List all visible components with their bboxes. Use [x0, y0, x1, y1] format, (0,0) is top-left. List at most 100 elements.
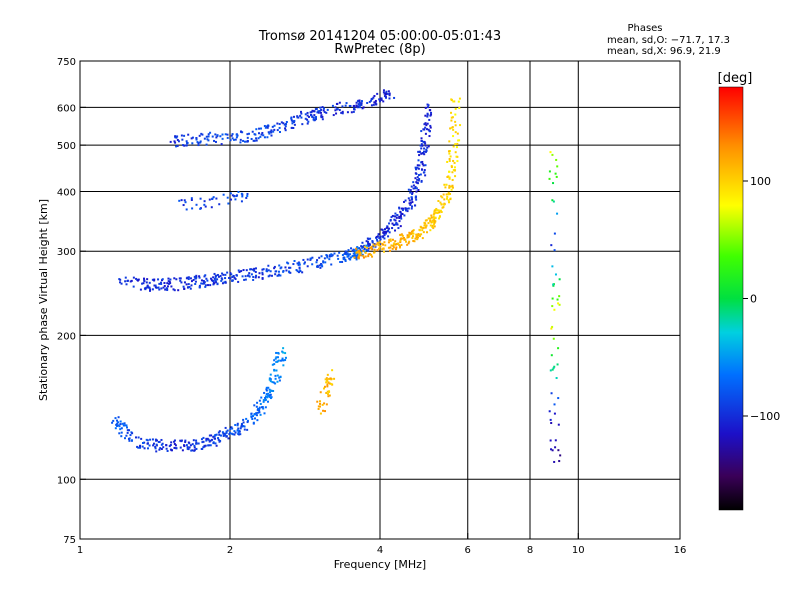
data-point [409, 191, 412, 194]
data-point [408, 202, 411, 205]
data-point [450, 119, 453, 122]
data-point [260, 396, 263, 399]
data-point [193, 449, 196, 452]
data-point [422, 140, 425, 143]
data-point [217, 275, 220, 278]
data-point [557, 347, 560, 350]
data-point [391, 227, 394, 230]
data-point [167, 282, 170, 285]
data-point [231, 137, 234, 140]
data-point [270, 131, 273, 134]
data-point [420, 233, 423, 236]
data-point [331, 104, 334, 107]
data-point [341, 260, 344, 263]
data-point [131, 432, 134, 435]
data-point [420, 161, 423, 164]
data-point [424, 132, 427, 135]
data-point [451, 186, 454, 189]
data-point [299, 110, 302, 113]
data-point [384, 228, 387, 231]
data-point [257, 407, 260, 410]
data-point [276, 122, 279, 125]
data-point [440, 211, 443, 214]
data-point [219, 274, 222, 277]
data-point [306, 118, 309, 121]
data-point [330, 255, 333, 258]
data-point [263, 412, 266, 415]
data-point [146, 442, 149, 445]
data-point [407, 242, 410, 245]
data-point [275, 369, 278, 372]
data-point [373, 248, 376, 251]
data-point [191, 142, 194, 145]
data-point [240, 270, 243, 273]
data-point [241, 275, 244, 278]
data-point [285, 269, 288, 272]
data-point [293, 259, 296, 262]
data-point [200, 132, 203, 135]
data-point [278, 131, 281, 134]
data-point [289, 271, 292, 274]
data-point [335, 112, 338, 115]
data-point [355, 258, 358, 261]
data-point [222, 193, 225, 196]
data-point [551, 297, 554, 300]
data-point [277, 356, 280, 359]
data-point [163, 284, 166, 287]
data-point [397, 242, 400, 245]
data-point [323, 257, 326, 260]
data-point [427, 217, 430, 220]
data-point [146, 284, 149, 287]
data-point [229, 139, 232, 142]
data-point [428, 135, 431, 138]
data-point [420, 137, 423, 140]
data-point [405, 240, 408, 243]
data-point [411, 205, 414, 208]
data-point [553, 232, 556, 235]
data-point [143, 280, 146, 283]
data-point [387, 246, 390, 249]
data-point [207, 135, 210, 138]
data-point [315, 261, 318, 264]
data-point [453, 169, 456, 172]
data-point [267, 392, 270, 395]
data-point [432, 227, 435, 230]
data-point [158, 282, 161, 285]
data-point [165, 287, 168, 290]
data-point [330, 383, 333, 386]
data-point [328, 390, 331, 393]
data-point [397, 227, 400, 230]
data-point [119, 420, 122, 423]
data-point [373, 251, 376, 254]
x-tick-label: 6 [465, 545, 471, 556]
data-point [139, 288, 142, 291]
data-point [406, 210, 409, 213]
data-point [358, 104, 361, 107]
data-point [198, 275, 201, 278]
data-point [222, 434, 225, 437]
data-point [273, 368, 276, 371]
data-point [324, 378, 327, 381]
data-point [180, 281, 183, 284]
data-point [199, 140, 202, 143]
data-point [265, 393, 268, 396]
data-point [349, 256, 352, 259]
data-point [247, 132, 250, 135]
data-point [288, 271, 291, 274]
data-point [284, 127, 287, 130]
data-point [235, 274, 238, 277]
data-point [438, 217, 441, 220]
data-point [388, 94, 391, 97]
data-point [422, 152, 425, 155]
data-point [267, 264, 270, 267]
data-point [195, 137, 198, 140]
data-point [253, 267, 256, 270]
data-point [323, 385, 326, 388]
data-point [226, 196, 229, 199]
data-point [233, 276, 236, 279]
data-point [170, 441, 173, 444]
data-point [392, 223, 395, 226]
data-point [290, 117, 293, 120]
data-point [358, 254, 361, 257]
data-point [551, 199, 554, 202]
